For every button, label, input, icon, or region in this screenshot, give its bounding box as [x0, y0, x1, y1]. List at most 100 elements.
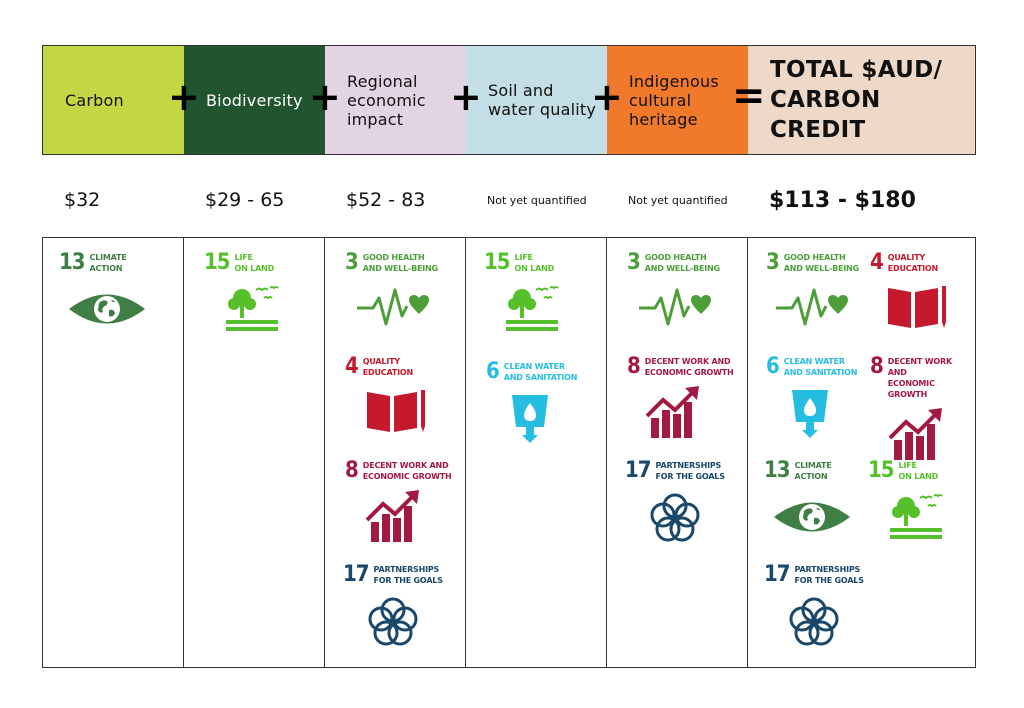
- tree-icon: [224, 282, 280, 334]
- sdg-title-line1: PARTNERSHIPS: [655, 461, 722, 470]
- sdg-title-line2: AND SANITATION: [503, 373, 578, 382]
- soil-header: Soil and water quality: [466, 46, 607, 154]
- biodiversity-label: Biodiversity: [206, 90, 303, 110]
- sdg-4-quality-education: 4 QUALITY EDUCATION: [345, 356, 465, 436]
- climate-eye-icon: [67, 288, 147, 330]
- sdg-number: 8: [345, 458, 359, 483]
- sdg-number: 13: [764, 458, 791, 483]
- biodiversity-sdg-column: 15 LIFE ON LAND: [184, 238, 325, 667]
- water-glass-icon: [788, 384, 832, 440]
- sdg-15-life-on-land: 15 LIFE ON LAND: [204, 252, 324, 334]
- sdg-number: 4: [345, 354, 359, 379]
- sdg-13-climate-action: 13 CLIMATE ACTION: [764, 460, 884, 538]
- indigenous-header: Indigenous cultural heritage: [607, 46, 748, 154]
- carbon-header: Carbon: [43, 46, 184, 154]
- sdg-17-partnerships: 17 PARTNERSHIPS FOR THE GOALS: [343, 564, 463, 650]
- total-label: TOTAL $AUD/ CARBON CREDIT: [770, 57, 943, 143]
- regional-header: Regional economic impact: [325, 46, 466, 154]
- regional-sdg-column: 3 GOOD HEALTH AND WELL-BEING 4 QUALITY EDU…: [325, 238, 466, 667]
- values-row: $32 $29 - 65 $52 - 83 Not yet quantified…: [42, 183, 976, 217]
- plus-sign-2: +: [309, 75, 341, 119]
- regional-label: Regional economic impact: [347, 71, 426, 129]
- carbon-value: $32: [64, 189, 101, 211]
- sdg-title-line2: ACTION: [794, 472, 828, 481]
- sdg-title-line2: AND WELL-BEING: [644, 264, 720, 273]
- sdg-3-good-health: 3 GOOD HEALTH AND WELL-BEING: [627, 252, 747, 332]
- indigenous-value: Not yet quantified: [628, 193, 728, 207]
- biodiversity-header: Biodiversity: [184, 46, 325, 154]
- sdg-title-line2: ON LAND: [898, 472, 939, 481]
- sdg-title-line2: ON LAND: [234, 264, 275, 273]
- sdg-15-life-on-land: 15 LIFE ON LAND: [868, 460, 968, 542]
- indigenous-label: Indigenous cultural heritage: [629, 71, 719, 129]
- plus-sign-3: +: [450, 75, 482, 119]
- growth-chart-icon: [645, 384, 701, 440]
- heartbeat-icon: [774, 280, 850, 332]
- sdg-17-partnerships: 17 PARTNERSHIPS FOR THE GOALS: [764, 564, 884, 650]
- growth-chart-icon: [888, 406, 944, 462]
- sdg-number: 4: [870, 250, 884, 275]
- soil-value: Not yet quantified: [487, 193, 587, 207]
- sdg-15-life-on-land: 15 LIFE ON LAND: [484, 252, 604, 334]
- sdg-13-climate-action: 13 CLIMATE ACTION: [59, 252, 179, 330]
- sdg-title-line2: EDUCATION: [362, 368, 413, 377]
- sdg-title-line1: CLIMATE: [794, 461, 832, 470]
- sdg-6-clean-water: 6 CLEAN WATER AND SANITATION: [486, 361, 606, 445]
- sdg-title-line1: DECENT WORK AND: [887, 357, 952, 377]
- sdg-title-line2: EDUCATION: [887, 264, 938, 273]
- interlocking-rings-icon: [647, 490, 703, 546]
- sdg-title-line1: DECENT WORK AND: [644, 357, 731, 366]
- sdg-title-line1: GOOD HEALTH: [362, 253, 425, 262]
- plus-sign-4: +: [591, 75, 623, 119]
- sdg-title-line2: ECONOMIC GROWTH: [362, 472, 452, 481]
- sdg-number: 17: [625, 458, 652, 483]
- sdg-title-line1: CLIMATE: [89, 253, 127, 262]
- sdg-title-line1: LIFE: [898, 461, 917, 470]
- growth-chart-icon: [365, 488, 421, 544]
- equals-sign: =: [732, 73, 766, 119]
- water-glass-icon: [508, 389, 552, 445]
- sdg-grid: 13 CLIMATE ACTION 15 LIFE ON LAND 3 GOOD H…: [42, 237, 976, 668]
- sdg-title-line2: ECONOMIC GROWTH: [644, 368, 734, 377]
- tree-icon: [504, 282, 560, 334]
- sdg-title-line2: AND WELL-BEING: [362, 264, 438, 273]
- sdg-title-line2: ON LAND: [514, 264, 555, 273]
- sdg-number: 8: [870, 354, 884, 379]
- total-header: TOTAL $AUD/ CARBON CREDIT: [748, 46, 975, 154]
- soil-label: Soil and water quality: [488, 81, 597, 119]
- sdg-title-line1: LIFE: [234, 253, 253, 262]
- category-header-row: Carbon Biodiversity Regional economic im…: [42, 45, 976, 155]
- sdg-title-line2: FOR THE GOALS: [655, 472, 725, 481]
- sdg-number: 15: [868, 458, 895, 483]
- sdg-6-clean-water: 6 CLEAN WATER AND SANITATION: [766, 356, 886, 440]
- sdg-8-decent-work: 8 DECENT WORK AND ECONOMIC GROWTH: [345, 460, 465, 544]
- sdg-number: 17: [343, 562, 370, 587]
- sdg-title-line1: PARTNERSHIPS: [373, 565, 440, 574]
- sdg-17-partnerships: 17 PARTNERSHIPS FOR THE GOALS: [625, 460, 745, 546]
- sdg-3-good-health: 3 GOOD HEALTH AND WELL-BEING: [345, 252, 465, 332]
- interlocking-rings-icon: [365, 594, 421, 650]
- sdg-title-line2: AND WELL-BEING: [783, 264, 859, 273]
- sdg-number: 17: [764, 562, 791, 587]
- sdg-title-line2: ECONOMIC GROWTH: [887, 379, 935, 399]
- sdg-number: 3: [627, 250, 641, 275]
- sdg-title-line2: FOR THE GOALS: [794, 576, 864, 585]
- indigenous-sdg-column: 3 GOOD HEALTH AND WELL-BEING 8 DECENT WOR…: [607, 238, 748, 667]
- book-pencil-icon: [363, 384, 427, 436]
- carbon-label: Carbon: [65, 90, 124, 110]
- tree-icon: [888, 490, 944, 542]
- sdg-title-line1: QUALITY: [887, 253, 925, 262]
- sdg-title-line2: ACTION: [89, 264, 123, 273]
- sdg-title-line2: FOR THE GOALS: [373, 576, 443, 585]
- interlocking-rings-icon: [786, 594, 842, 650]
- sdg-number: 6: [486, 359, 500, 384]
- sdg-4-quality-education: 4 QUALITY EDUCATION: [870, 252, 970, 332]
- plus-sign-1: +: [168, 75, 200, 119]
- sdg-title-line1: QUALITY: [362, 357, 400, 366]
- sdg-8-decent-work: 8 DECENT WORK AND ECONOMIC GROWTH: [627, 356, 747, 440]
- book-pencil-icon: [884, 280, 948, 332]
- sdg-title-line1: GOOD HEALTH: [783, 253, 846, 262]
- sdg-number: 8: [627, 354, 641, 379]
- sdg-number: 3: [345, 250, 359, 275]
- carbon-sdg-column: 13 CLIMATE ACTION: [43, 238, 184, 667]
